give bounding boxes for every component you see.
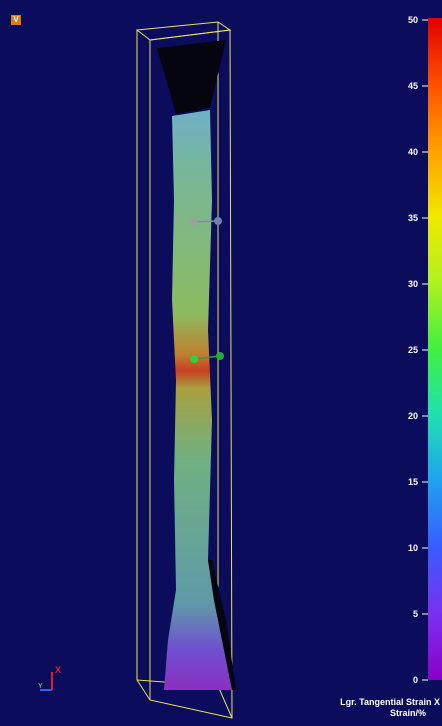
colorbar-tick-label: 40 [408,147,418,157]
colorbar-label: Lgr. Tangential Strain X [340,697,440,707]
colorbar-tick-label: 10 [408,543,418,553]
colorbar [428,18,442,680]
specimen-shadow [208,560,236,690]
triad-y: Y [38,683,43,690]
triad-x: X [55,665,61,675]
colorbar-tick-label: 50 [408,15,418,25]
markers [189,217,224,363]
colorbar-tick-label: 5 [413,609,418,619]
view-badge[interactable]: V [11,15,21,25]
colorbar-tick-label: 35 [408,213,418,223]
colorbar-tick-label: 15 [408,477,418,487]
triad: X Y [38,665,61,691]
colorbar-unit: Strain/% [390,708,426,718]
colorbar-tick-label: 0 [413,675,418,685]
colorbar-tick-label: 20 [408,411,418,421]
colorbar-tick-label: 30 [408,279,418,289]
colorbar-tick-label: 45 [408,81,418,91]
colorbar-tick-label: 25 [408,345,418,355]
specimen [164,110,232,690]
specimen-grip [157,40,226,114]
